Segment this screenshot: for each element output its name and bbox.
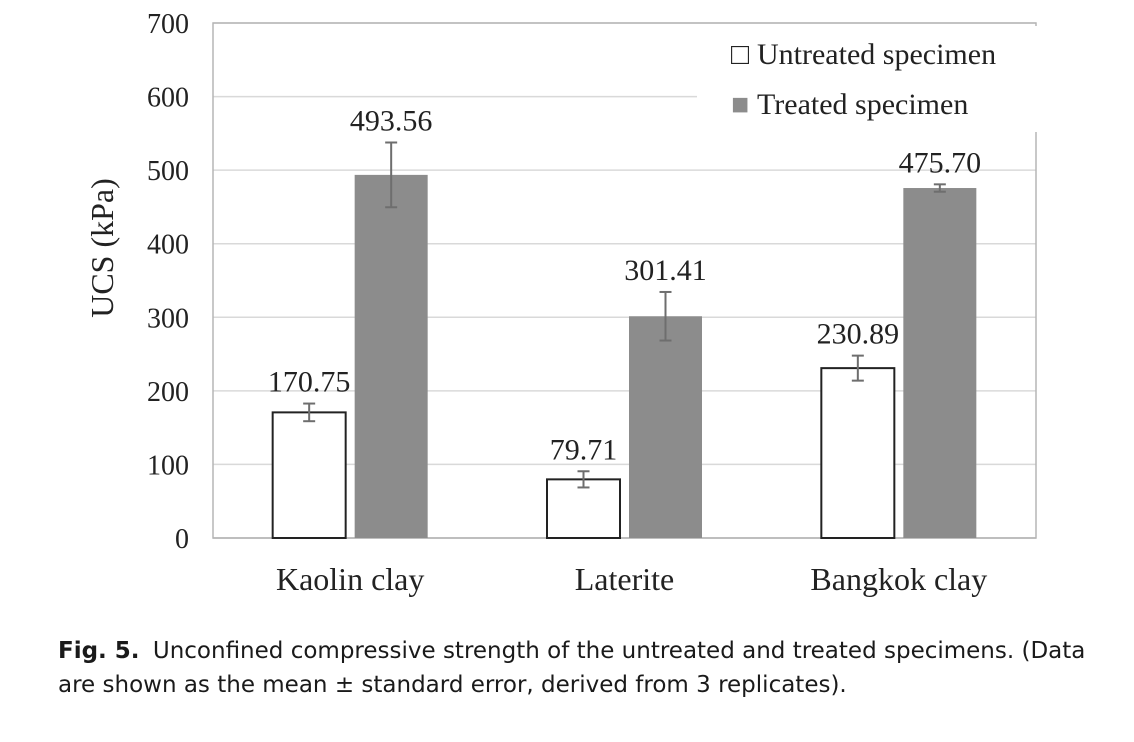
y-tick-label: 600 — [147, 83, 189, 114]
error-bar — [303, 402, 316, 423]
error-bar — [659, 290, 672, 342]
x-category-label: Bangkok clay — [810, 561, 987, 597]
error-bars — [303, 141, 946, 489]
y-tick-label: 500 — [147, 156, 189, 187]
bar-treated — [903, 188, 977, 538]
caption-text: Unconfined compressive strength of the u… — [58, 638, 1086, 698]
legend-marker-untreated: □ — [731, 38, 750, 71]
y-tick-label: 100 — [147, 450, 189, 481]
x-category-label: Laterite — [575, 561, 674, 597]
data-label: 475.70 — [899, 146, 982, 179]
error-bar — [851, 354, 864, 382]
y-axis-ticks: 0 100 200 300 400 500 600 700 — [147, 9, 189, 555]
y-tick-label: 0 — [175, 524, 189, 555]
data-label: 79.71 — [550, 433, 618, 466]
data-label: 230.89 — [817, 318, 900, 351]
y-tick-label: 700 — [147, 9, 189, 40]
bar-untreated — [271, 411, 347, 540]
figure-caption: Fig. 5. Unconfined compressive strength … — [58, 634, 1108, 702]
legend-label-untreated: Untreated specimen — [757, 38, 996, 71]
bar-treated — [354, 174, 428, 538]
legend: □ Untreated specimen ■ Treated specimen — [697, 26, 1037, 132]
x-axis-categories: Kaolin clay Laterite Bangkok clay — [276, 561, 987, 597]
bar-treated — [629, 316, 702, 538]
bars — [271, 174, 977, 540]
y-tick-label: 200 — [147, 377, 189, 408]
bar-chart: 0 100 200 300 400 500 600 700 UCS (kPa) 170.75 4… — [84, 9, 1037, 597]
data-label: 493.56 — [350, 105, 433, 138]
y-tick-label: 300 — [147, 303, 189, 334]
error-bar — [385, 141, 398, 209]
y-tick-label: 400 — [147, 230, 189, 261]
legend-marker-treated: ■ — [731, 88, 749, 121]
legend-background — [697, 26, 1037, 132]
data-label: 170.75 — [268, 366, 351, 399]
bar-untreated — [820, 367, 896, 539]
y-axis-label: UCS (kPa) — [84, 178, 120, 318]
legend-label-treated: Treated specimen — [757, 88, 968, 121]
plot-frame — [212, 22, 1037, 539]
data-label: 301.41 — [624, 254, 707, 287]
error-bar — [933, 183, 946, 193]
bar-untreated — [546, 478, 621, 539]
x-category-label: Kaolin clay — [276, 561, 424, 597]
error-bar — [577, 470, 590, 489]
data-labels: 170.75 493.56 79.71 301.41 230.89 475.70 — [268, 105, 981, 467]
figure-number: Fig. 5. — [58, 638, 140, 664]
